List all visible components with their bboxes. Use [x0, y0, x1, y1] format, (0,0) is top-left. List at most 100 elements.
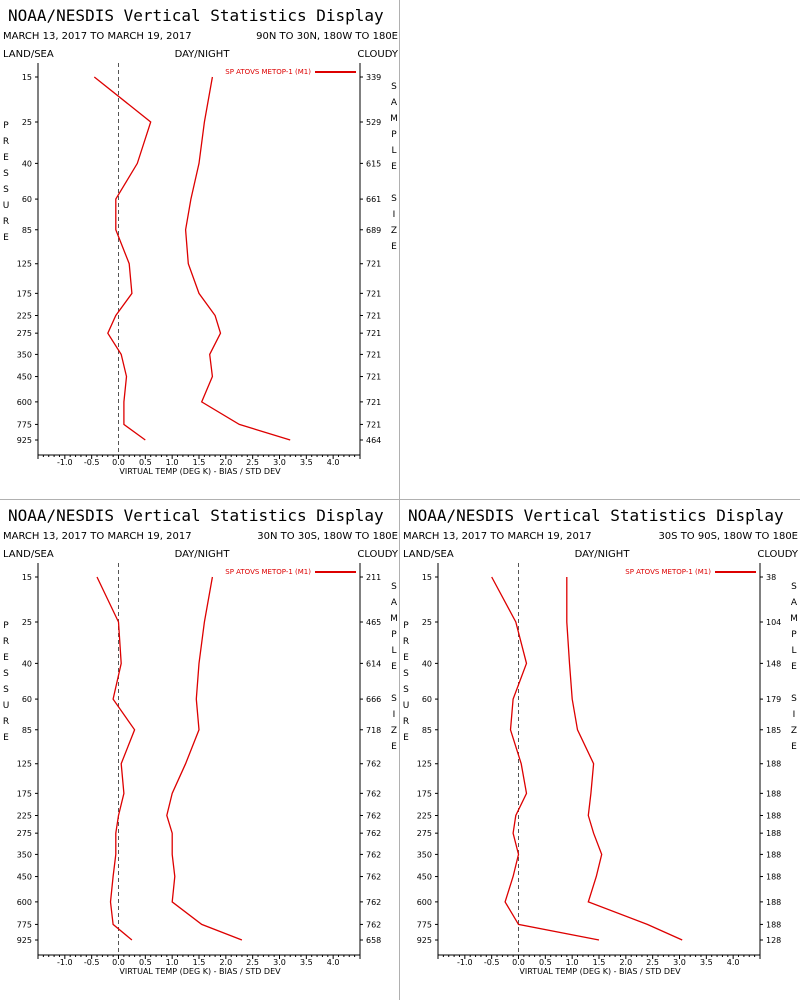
sample-size-label: 762 — [366, 850, 381, 859]
chart-title: NOAA/NESDIS Vertical Statistics Display — [8, 506, 384, 525]
pressure-label: 85 — [22, 726, 32, 735]
sample-size-label: 104 — [766, 618, 781, 627]
x-tick-label: -1.0 — [57, 458, 73, 467]
x-tick-label: 1.5 — [193, 458, 206, 467]
series-line-bias — [491, 576, 600, 941]
sample-size-label: 188 — [766, 898, 781, 907]
y-axis-label: PRESSURE — [1, 121, 11, 249]
sample-size-label: 762 — [366, 760, 381, 769]
sample-size-label: 689 — [366, 226, 381, 235]
panel-divider-vertical — [399, 0, 400, 1000]
x-tick-label: 4.0 — [727, 958, 740, 967]
sample-size-label: 179 — [766, 695, 781, 704]
date-range: MARCH 13, 2017 TO MARCH 19, 2017 — [3, 31, 192, 42]
sample-size-label: 658 — [366, 936, 381, 945]
sample-size-label: 529 — [366, 118, 381, 127]
pressure-label: 125 — [17, 760, 32, 769]
sample-size-label: 721 — [366, 398, 381, 407]
region-label: 30S TO 90S, 180W TO 180E — [658, 531, 798, 542]
pressure-label: 175 — [17, 789, 32, 798]
x-tick-label: 1.0 — [166, 958, 179, 967]
x-tick-label: 3.0 — [273, 458, 286, 467]
x-tick-label: -0.5 — [84, 958, 100, 967]
x-tick-label: -1.0 — [457, 958, 473, 967]
x-tick-label: 2.0 — [219, 958, 232, 967]
pressure-label: 40 — [22, 659, 32, 668]
x-tick-label: 1.5 — [593, 958, 606, 967]
sample-size-label: 211 — [366, 573, 381, 582]
x-axis-label: VIRTUAL TEMP (DEG K) - BIAS / STD DEV — [119, 467, 281, 476]
chart-panel-north: NOAA/NESDIS Vertical Statistics Display M… — [0, 0, 400, 500]
x-tick-label: 2.5 — [246, 958, 259, 967]
pressure-label: 60 — [22, 695, 32, 704]
sample-size-label: 188 — [766, 873, 781, 882]
sample-size-label: 188 — [766, 850, 781, 859]
pressure-label: 600 — [417, 898, 432, 907]
x-tick-label: 3.0 — [273, 958, 286, 967]
vertical-statistics-chart: NOAA/NESDIS Vertical Statistics Display M… — [401, 506, 799, 976]
date-range: MARCH 13, 2017 TO MARCH 19, 2017 — [403, 531, 592, 542]
sample-size-label: 721 — [366, 350, 381, 359]
x-tick-label: 0.0 — [512, 958, 525, 967]
legend-label: SP ATOVS METOP-1 (M1) — [225, 68, 311, 76]
sample-size-label: 762 — [366, 898, 381, 907]
chart-panel-south: NOAA/NESDIS Vertical Statistics Display M… — [400, 500, 800, 1000]
legend-label: SP ATOVS METOP-1 (M1) — [225, 568, 311, 576]
day-night-label: DAY/NIGHT — [175, 549, 231, 560]
sample-size-label: 721 — [366, 373, 381, 382]
pressure-label: 925 — [417, 936, 432, 945]
pressure-label: 85 — [22, 226, 32, 235]
pressure-label: 600 — [17, 398, 32, 407]
series-line-std-dev — [166, 576, 243, 941]
pressure-label: 925 — [17, 936, 32, 945]
sample-size-label: 762 — [366, 811, 381, 820]
pressure-label: 775 — [17, 920, 32, 929]
chart-panel-tropics: NOAA/NESDIS Vertical Statistics Display M… — [0, 500, 400, 1000]
sample-size-label: 128 — [766, 936, 781, 945]
x-tick-label: 1.5 — [193, 958, 206, 967]
sample-size-label: 762 — [366, 920, 381, 929]
day-night-label: DAY/NIGHT — [175, 49, 231, 60]
sample-size-label: 721 — [366, 420, 381, 429]
x-tick-label: 3.0 — [673, 958, 686, 967]
pressure-label: 60 — [422, 695, 432, 704]
series-line-std-dev — [566, 577, 683, 941]
pressure-label: 175 — [417, 789, 432, 798]
region-label: 30N TO 30S, 180W TO 180E — [257, 531, 398, 542]
region-label: 90N TO 30N, 180W TO 180E — [256, 31, 398, 42]
sample-size-label: 718 — [366, 726, 381, 735]
x-tick-label: 2.0 — [619, 958, 632, 967]
land-sea-label: LAND/SEA — [3, 549, 54, 560]
cloudy-label: CLOUDY — [757, 549, 799, 560]
x-tick-label: 2.0 — [219, 458, 232, 467]
pressure-label: 350 — [417, 850, 432, 859]
sample-size-label: 38 — [766, 573, 776, 582]
x-tick-label: 2.5 — [646, 958, 659, 967]
date-range: MARCH 13, 2017 TO MARCH 19, 2017 — [3, 531, 192, 542]
sample-size-label: 661 — [366, 195, 381, 204]
sample-size-label: 188 — [766, 920, 781, 929]
pressure-label: 40 — [22, 159, 32, 168]
pressure-label: 450 — [17, 373, 32, 382]
pressure-label: 15 — [422, 573, 432, 582]
chart-title: NOAA/NESDIS Vertical Statistics Display — [408, 506, 784, 525]
sample-size-label: 148 — [766, 659, 781, 668]
panel-divider-horizontal — [0, 499, 800, 500]
series-line-std-dev — [184, 76, 291, 441]
pressure-label: 450 — [417, 873, 432, 882]
sample-size-label: 188 — [766, 811, 781, 820]
sample-size-label: 185 — [766, 726, 781, 735]
pressure-label: 85 — [422, 726, 432, 735]
sample-size-label: 188 — [766, 829, 781, 838]
x-tick-label: 4.0 — [327, 458, 340, 467]
sample-size-label: 762 — [366, 873, 381, 882]
x-tick-label: 1.0 — [166, 458, 179, 467]
x-tick-label: 0.0 — [112, 958, 125, 967]
x-tick-label: 3.5 — [300, 958, 313, 967]
sample-size-label: 721 — [366, 289, 381, 298]
pressure-label: 350 — [17, 850, 32, 859]
sample-size-label: 721 — [366, 260, 381, 269]
pressure-label: 600 — [17, 898, 32, 907]
x-tick-label: -0.5 — [484, 958, 500, 967]
pressure-label: 25 — [22, 618, 32, 627]
